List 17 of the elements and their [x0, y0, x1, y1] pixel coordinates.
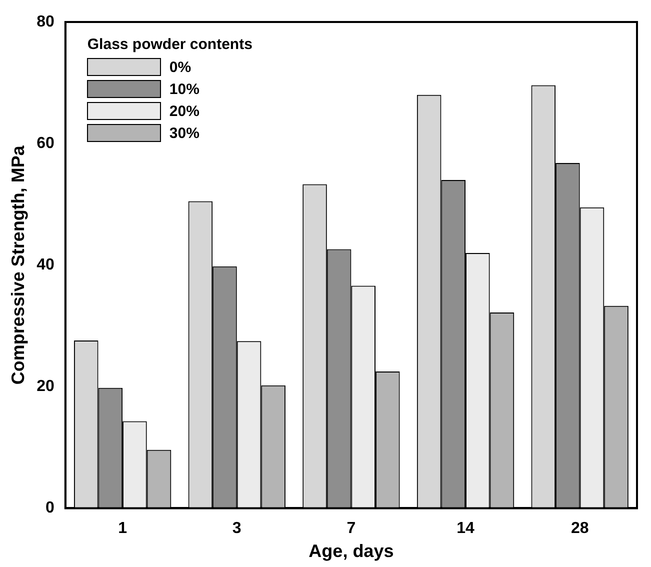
x-tick-label: 7	[346, 520, 356, 538]
legend-label: 30%	[169, 124, 200, 142]
legend-label: 10%	[169, 80, 200, 98]
y-tick-label: 20	[36, 378, 54, 396]
y-tick-label: 40	[36, 256, 54, 274]
legend-label: 0%	[169, 58, 192, 76]
legend-title: Glass powder contents	[87, 36, 252, 53]
x-tick-label: 1	[118, 520, 128, 538]
x-axis-title: Age, days	[308, 541, 394, 562]
x-tick-label: 14	[456, 520, 475, 538]
y-tick-label: 80	[36, 13, 54, 30]
y-tick-label: 0	[45, 500, 54, 517]
legend-label: 20%	[169, 102, 200, 120]
y-axis-title: Compressive Strength, MPa	[8, 144, 28, 385]
y-tick-label: 60	[36, 134, 54, 152]
x-tick-label: 28	[570, 520, 589, 538]
x-tick-label: 3	[232, 520, 242, 538]
